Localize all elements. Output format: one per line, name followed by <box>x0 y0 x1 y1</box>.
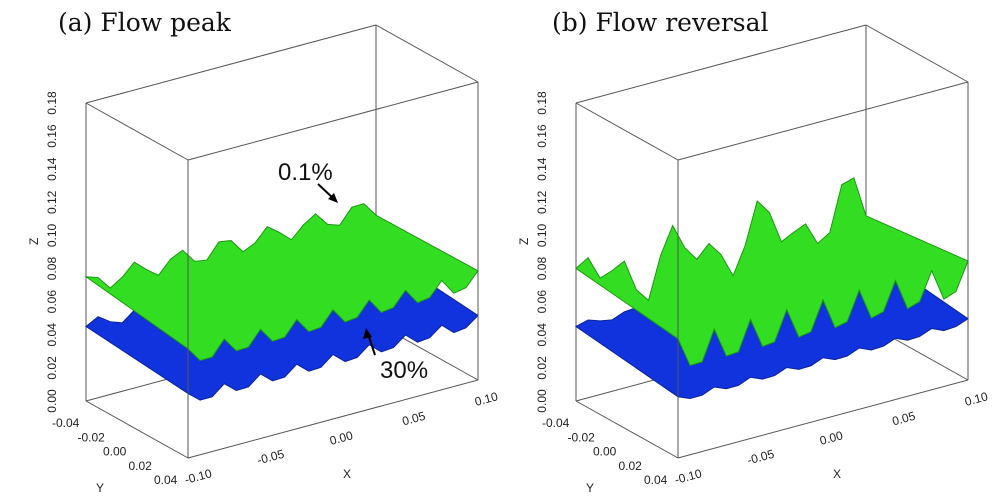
x-axis-label: X <box>343 467 351 481</box>
box-edge <box>865 24 969 83</box>
box-edge <box>575 24 867 104</box>
z-tick-label: 0.12 <box>45 190 59 214</box>
y-tick-label: 0.00 <box>103 445 127 459</box>
x-tick-label: -0.05 <box>746 447 776 468</box>
z-tick-label: 0.18 <box>535 91 549 115</box>
x-tick-label: 0.00 <box>818 428 844 448</box>
panel-a: -0.10-0.050.000.050.10-0.04-0.020.000.02… <box>27 24 500 495</box>
box-edge <box>85 24 377 104</box>
y-tick-label: 0.02 <box>129 459 153 473</box>
y-tick-label: -0.04 <box>542 416 570 430</box>
arrowhead-icon <box>363 328 372 339</box>
z-tick-label: 0.00 <box>535 389 549 413</box>
arrowhead-icon <box>328 193 338 203</box>
z-axis-label: Z <box>517 238 531 245</box>
x-axis-line <box>677 379 969 459</box>
z-tick-label: 0.10 <box>45 223 59 247</box>
z-tick-label: 0.08 <box>535 257 549 281</box>
y-axis-label: Y <box>586 481 594 495</box>
z-tick-label: 0.06 <box>45 290 59 314</box>
x-tick-label: 0.05 <box>891 409 917 429</box>
x-tick-label: 0.10 <box>963 389 989 409</box>
z-tick-label: 0.14 <box>45 157 59 181</box>
y-axis-label: Y <box>96 481 104 495</box>
z-tick-label: 0.12 <box>535 190 549 214</box>
y-tick-label: -0.02 <box>568 430 596 444</box>
z-tick-label: 0.06 <box>535 290 549 314</box>
y-tick-label: 0.00 <box>593 445 617 459</box>
x-tick-label: -0.05 <box>256 447 286 468</box>
x-tick-label: 0.05 <box>401 409 427 429</box>
z-axis-label: Z <box>27 238 41 245</box>
z-tick-label: 0.02 <box>45 356 59 380</box>
y-tick-label: 0.04 <box>154 473 178 487</box>
panel-b-title: (b) Flow reversal <box>552 8 769 37</box>
x-tick-label: -0.10 <box>673 466 703 487</box>
annotation-30pct: 30% <box>380 357 428 384</box>
y-tick-label: -0.04 <box>52 416 80 430</box>
panel-b: -0.10-0.050.000.050.10-0.04-0.020.000.02… <box>517 24 990 495</box>
x-tick-label: -0.10 <box>183 466 213 487</box>
panel-a-title: (a) Flow peak <box>58 8 231 37</box>
z-tick-label: 0.08 <box>45 257 59 281</box>
z-tick-label: 0.02 <box>535 356 549 380</box>
box-edge <box>85 102 189 161</box>
box-edge <box>575 102 679 161</box>
z-tick-label: 0.04 <box>535 323 549 347</box>
z-tick-label: 0.18 <box>45 91 59 115</box>
y-axis-line <box>575 400 679 459</box>
y-tick-label: 0.02 <box>619 459 643 473</box>
box-edge <box>375 24 479 83</box>
z-tick-label: 0.14 <box>535 157 549 181</box>
x-axis-label: X <box>833 467 841 481</box>
z-tick-label: 0.10 <box>535 223 549 247</box>
box-edge <box>677 81 969 161</box>
box-edge <box>187 81 479 161</box>
z-tick-label: 0.16 <box>535 124 549 148</box>
y-tick-label: -0.02 <box>78 430 106 444</box>
y-tick-label: 0.04 <box>644 473 668 487</box>
z-tick-label: 0.00 <box>45 389 59 413</box>
z-tick-label: 0.04 <box>45 323 59 347</box>
x-tick-label: 0.10 <box>473 389 499 409</box>
annotation-0-1pct: 0.1% <box>278 159 333 186</box>
x-tick-label: 0.00 <box>328 428 354 448</box>
x-axis-line <box>187 379 479 459</box>
z-tick-label: 0.16 <box>45 124 59 148</box>
y-axis-line <box>85 400 189 459</box>
